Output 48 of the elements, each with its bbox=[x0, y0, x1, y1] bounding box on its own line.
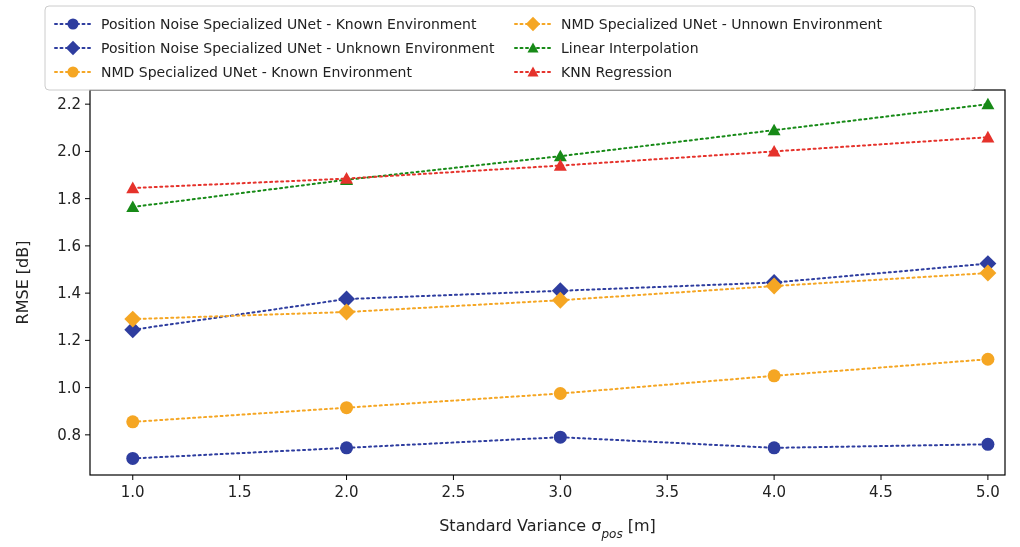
x-tick-label: 3.0 bbox=[548, 483, 573, 501]
point bbox=[981, 130, 995, 143]
point bbox=[981, 352, 995, 366]
point bbox=[340, 401, 354, 415]
point bbox=[553, 159, 567, 171]
point bbox=[126, 181, 140, 194]
x-tick-label: 4.0 bbox=[762, 483, 787, 501]
legend-label: Linear Interpolation bbox=[561, 40, 699, 56]
y-tick-label: 1.4 bbox=[57, 284, 81, 303]
point bbox=[767, 441, 781, 455]
x-tick-label: 1.5 bbox=[227, 483, 252, 501]
y-tick-label: 0.8 bbox=[57, 425, 81, 444]
point bbox=[553, 149, 567, 162]
y-tick-label: 1.8 bbox=[57, 189, 81, 208]
y-axis-title: RMSE [dB] bbox=[13, 240, 32, 325]
x-tick-label: 3.5 bbox=[655, 483, 680, 501]
legend-label: NMD Specialized UNet - Unnown Environment bbox=[561, 16, 883, 32]
y-tick-label: 1.2 bbox=[57, 331, 81, 350]
x-tick-label: 1.0 bbox=[120, 483, 145, 501]
point bbox=[981, 97, 995, 110]
x-tick-label: 4.5 bbox=[869, 483, 893, 501]
point bbox=[553, 430, 567, 444]
point bbox=[551, 291, 569, 309]
x-tick-label: 2.0 bbox=[334, 483, 359, 501]
y-tick-label: 1.6 bbox=[57, 236, 81, 255]
y-tick-label: 2.2 bbox=[57, 95, 81, 114]
y-tick-label: 2.0 bbox=[57, 142, 81, 161]
point bbox=[126, 200, 140, 213]
point bbox=[553, 387, 567, 401]
point bbox=[340, 441, 354, 455]
x-tick-label: 2.5 bbox=[441, 483, 466, 501]
legend-label: Position Noise Specialized UNet - Unknown Environment bbox=[101, 40, 495, 56]
legend-label: NMD Specialized UNet - Known Environment bbox=[101, 64, 413, 80]
point bbox=[767, 369, 781, 383]
point bbox=[981, 437, 995, 451]
x-axis-title: Standard Variance σ$_{pos}$ [m] bbox=[439, 516, 656, 541]
point bbox=[765, 277, 783, 295]
legend-label: Position Noise Specialized UNet - Known Environment bbox=[101, 16, 477, 32]
point bbox=[979, 264, 997, 282]
point bbox=[338, 303, 355, 321]
point bbox=[126, 451, 140, 465]
point bbox=[767, 123, 781, 136]
y-tick-label: 1.0 bbox=[57, 378, 81, 397]
point bbox=[124, 310, 142, 328]
point bbox=[767, 144, 781, 157]
point bbox=[126, 415, 140, 429]
legend-label: KNN Regression bbox=[561, 64, 673, 80]
x-tick-label: 5.0 bbox=[975, 483, 1000, 501]
